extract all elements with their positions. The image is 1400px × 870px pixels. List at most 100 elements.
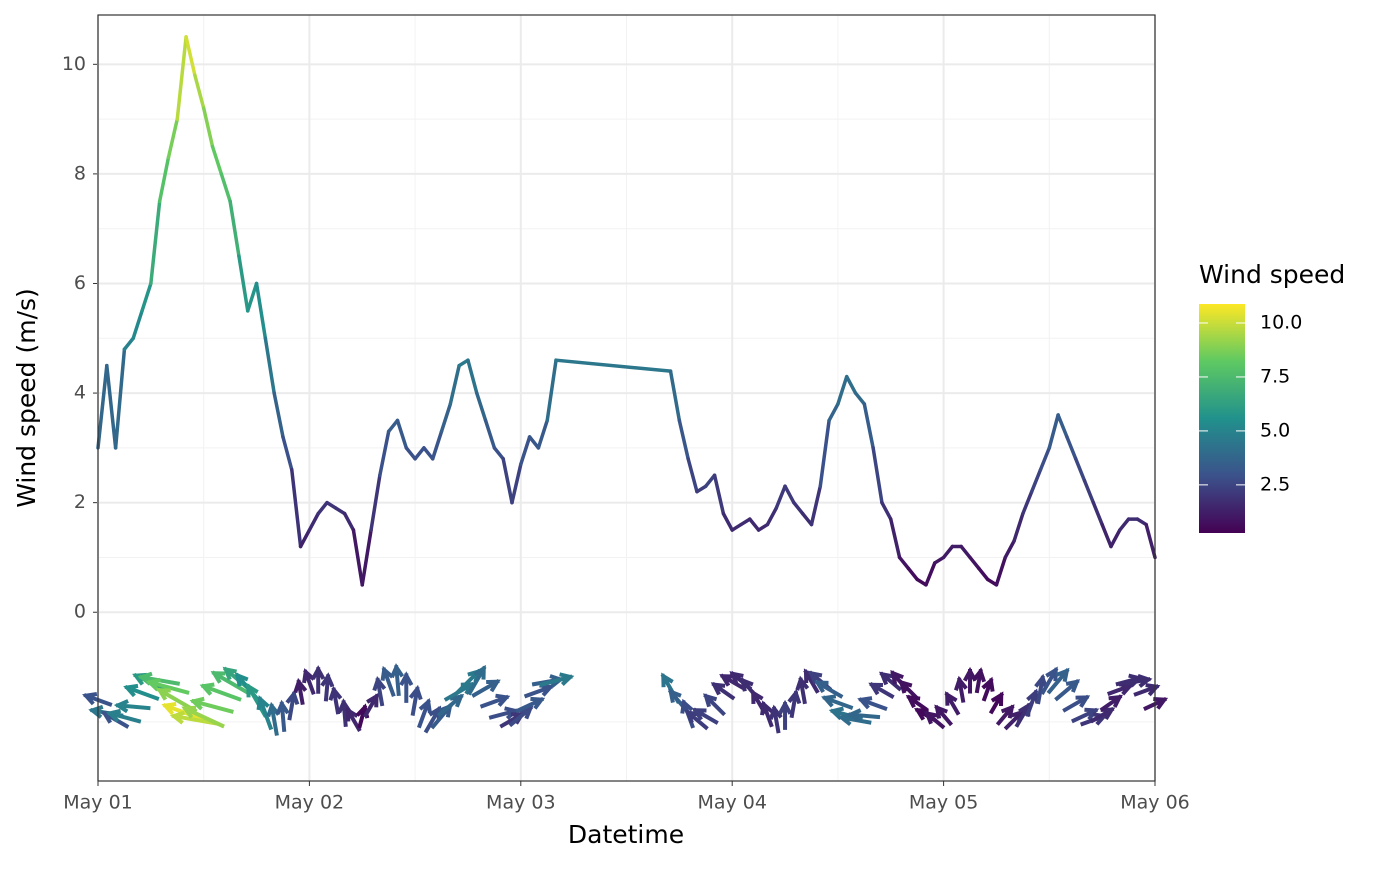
- line-segment: [1065, 435, 1078, 461]
- line-segment: [853, 391, 867, 406]
- colorbar: [1199, 304, 1245, 533]
- wind-arrow: [302, 668, 316, 696]
- legend-title: Wind speed: [1199, 260, 1345, 289]
- line-segment: [1056, 413, 1069, 439]
- line-segment: [448, 363, 461, 406]
- wind-arrow: [275, 699, 290, 733]
- wind-arrow: [161, 701, 210, 724]
- wind-arrow: [923, 710, 946, 730]
- line-segment: [748, 517, 761, 532]
- wind-arrow: [189, 696, 234, 714]
- wind-arrow: [1089, 706, 1116, 724]
- line-segment: [228, 199, 241, 258]
- line-segment: [994, 555, 1008, 587]
- line-segment: [237, 254, 250, 313]
- line-segment: [1091, 500, 1104, 527]
- line-segment: [1118, 517, 1131, 532]
- line-segment: [668, 369, 682, 423]
- wind-arrow: [293, 677, 308, 706]
- line-segment: [342, 511, 356, 532]
- line-segment: [1038, 446, 1052, 472]
- line-segment: [1047, 413, 1060, 450]
- colorbar-label: 2.5: [1260, 473, 1290, 495]
- wind-arrow: [210, 670, 249, 695]
- wind-arrow: [1034, 673, 1049, 705]
- wind-arrow: [380, 665, 396, 697]
- line-segment: [554, 358, 673, 373]
- wind-arrow: [1106, 682, 1134, 696]
- line-segment: [712, 473, 726, 516]
- y-axis-title: Wind speed (m/s): [12, 288, 41, 508]
- line-segment: [721, 511, 734, 532]
- wind-arrow: [857, 696, 888, 712]
- line-segment: [395, 418, 409, 450]
- wind-arrow: [778, 699, 793, 730]
- x-tick-label: May 01: [63, 792, 133, 814]
- line-segment: [527, 435, 541, 450]
- line-segment: [1003, 539, 1016, 560]
- line-segment: [184, 35, 197, 78]
- wind-arrow: [905, 694, 928, 712]
- wind-arrow: [372, 675, 387, 707]
- wind-arrow: [703, 693, 726, 717]
- line-segment: [1082, 478, 1096, 505]
- line-segment: [880, 500, 893, 521]
- wind-arrow: [953, 675, 968, 703]
- wind-arrow: [813, 679, 844, 699]
- line-segment: [941, 544, 955, 560]
- wind-arrow: [787, 689, 802, 719]
- line-segment: [290, 468, 303, 549]
- wind-arrow: [337, 698, 352, 728]
- wind-arrow: [181, 705, 225, 729]
- line-segment: [430, 429, 444, 461]
- line-segment: [836, 374, 849, 406]
- line-segment: [765, 506, 778, 527]
- line-segment: [1021, 489, 1034, 516]
- y-tick-label: 4: [74, 382, 86, 404]
- wind-arrow: [760, 700, 774, 728]
- line-segment: [254, 281, 268, 341]
- line-segment: [686, 457, 699, 494]
- wind-arrow: [539, 672, 575, 688]
- x-tick-label: May 03: [486, 792, 556, 814]
- wind-arrow: [345, 706, 362, 733]
- line-segment: [96, 363, 109, 450]
- x-axis-title: Datetime: [568, 820, 684, 849]
- wind-arrow: [123, 683, 160, 701]
- wind-arrow: [488, 706, 520, 720]
- wind-arrow: [245, 682, 268, 718]
- line-segment: [844, 374, 858, 395]
- y-tick-label: 8: [74, 162, 86, 184]
- line-segment: [519, 435, 532, 467]
- wind-arrow: [944, 691, 961, 716]
- line-segment: [281, 435, 294, 472]
- line-segment: [193, 73, 206, 110]
- colorbar-label: 5.0: [1260, 419, 1290, 441]
- wind-arrow: [105, 708, 142, 724]
- wind-arrow: [390, 663, 405, 697]
- wind-arrow: [285, 689, 300, 721]
- wind-arrow: [684, 709, 709, 731]
- line-segment: [827, 402, 840, 423]
- wind-arrow: [479, 693, 511, 709]
- wind-arrow: [467, 664, 487, 696]
- line-segment: [545, 358, 558, 423]
- wind-arrow: [199, 682, 242, 702]
- line-segment: [924, 561, 937, 587]
- line-segment: [704, 473, 717, 488]
- line-segment: [113, 347, 127, 450]
- line-segment: [122, 336, 135, 351]
- line-segment: [157, 155, 171, 204]
- wind-arrow: [868, 682, 895, 700]
- wind-arrow: [1099, 694, 1123, 712]
- wind-arrow: [795, 675, 810, 705]
- wind-arrow: [719, 673, 745, 690]
- line-segment: [677, 418, 690, 461]
- wind-arrow: [962, 666, 978, 694]
- wind-arrow: [408, 684, 423, 716]
- wind-arrow: [691, 707, 719, 725]
- y-tick-label: 10: [62, 53, 86, 75]
- wind-arrow: [1046, 667, 1070, 695]
- line-segment: [307, 511, 320, 532]
- line-segment: [1029, 468, 1043, 494]
